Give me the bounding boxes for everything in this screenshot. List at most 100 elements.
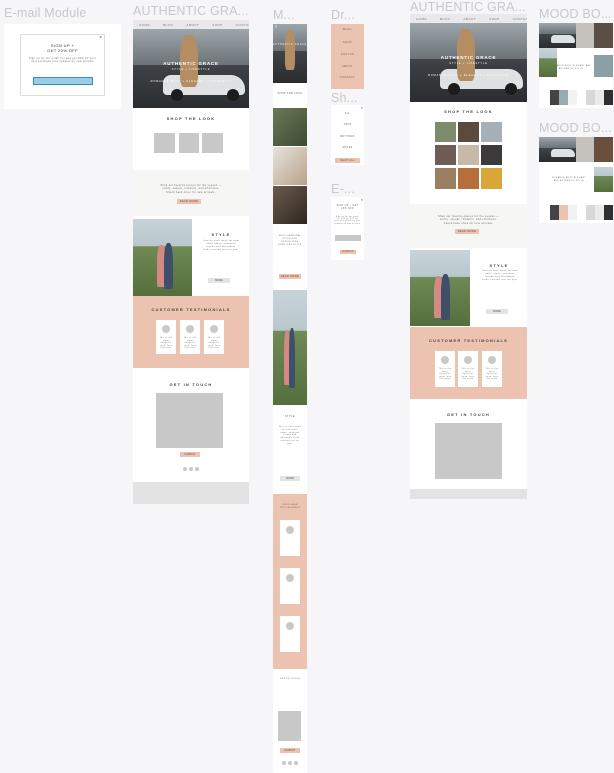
social-icon[interactable]: [282, 761, 286, 765]
popup-body: Sign up for our email list and get 20% o…: [28, 57, 97, 63]
shop-the-look-heading: SHOP THE LOOK: [444, 109, 493, 114]
mood-text-2: ROMANCE BUSY ELEGANT AND AUTHENTIC STYLE: [551, 177, 587, 182]
dropdown-item-about[interactable]: ABOUT: [342, 65, 353, 68]
shop-item[interactable]: ALL: [344, 112, 351, 115]
mobile-read-more-button[interactable]: READ MORE: [279, 274, 301, 279]
mobile-look-image[interactable]: [273, 108, 307, 146]
read-more-button[interactable]: READ MORE: [177, 199, 201, 204]
style-more-button[interactable]: MORE: [208, 278, 230, 283]
close-icon[interactable]: ×: [360, 197, 363, 202]
testimonial-card: This is the most beautiful shop, love th…: [482, 351, 502, 387]
mobile-submit-button[interactable]: SUBMIT: [280, 748, 300, 753]
frame-label-shop[interactable]: Sh...: [331, 91, 358, 105]
email-small-input[interactable]: [335, 235, 361, 241]
product-image[interactable]: [435, 122, 456, 142]
shop-all-button[interactable]: SHOP ALL: [335, 158, 360, 163]
social-icon[interactable]: [195, 467, 199, 471]
mobile-style-heading: STYLE: [284, 415, 296, 418]
email-module-frame: × SIGN UP + GET 20% OFF Sign up for our …: [4, 24, 121, 109]
top-nav: HOME BLOG ABOUT SHOP CONTACT ♥: [133, 20, 249, 29]
swatch: [550, 205, 559, 220]
popup-title-1: SIGN UP +: [50, 43, 75, 48]
hero-image: AUTHENTIC GRACE STYLE + LIFESTYLE ROMANC…: [133, 29, 249, 108]
frame-label-desktop-1[interactable]: AUTHENTIC GRA...: [133, 4, 249, 18]
product-image[interactable]: [481, 168, 502, 189]
mobile-shop-heading: SHOP THE LOOK: [277, 92, 303, 95]
shop-the-look-heading: SHOP THE LOOK: [166, 116, 216, 121]
couple-image: [133, 219, 192, 296]
swatch: [550, 90, 559, 105]
product-image[interactable]: [154, 133, 175, 153]
product-image[interactable]: [458, 145, 479, 165]
frame-label-desktop-2[interactable]: AUTHENTIC GRA...: [410, 0, 526, 14]
mobile-testimonials: CUSTOMER TESTIMONIALS: [273, 494, 307, 669]
product-image[interactable]: [202, 133, 223, 153]
shop-item[interactable]: BOTTOMS: [340, 135, 355, 138]
email-small-submit[interactable]: SUBMIT: [340, 250, 356, 254]
product-image[interactable]: [481, 145, 502, 165]
style-more-button[interactable]: MORE: [486, 309, 508, 314]
top-nav: HOME BLOG ABOUT SHOP CONTACT ♥: [410, 14, 527, 23]
mobile-look-image[interactable]: [273, 186, 307, 224]
product-image[interactable]: [458, 122, 479, 142]
style-heading: STYLE: [489, 263, 509, 268]
frame-label-mood-1[interactable]: MOOD BO...: [539, 7, 611, 21]
social-icon[interactable]: [189, 467, 193, 471]
social-icon[interactable]: [288, 761, 292, 765]
submit-button[interactable]: SUBMIT: [180, 452, 200, 457]
nav-about[interactable]: ABOUT: [186, 22, 200, 27]
email-small-frame: × SIGN UP + GET 20% OFF Sign up for our …: [331, 197, 364, 260]
swatch: [568, 205, 577, 220]
frame-label-mood-2[interactable]: MOOD BO...: [539, 121, 611, 135]
couple-image: [410, 250, 470, 326]
contact-map: [156, 393, 223, 448]
dropdown-menu: BLOG SHOP PHOTOS ABOUT CONTACT: [331, 24, 364, 89]
product-image[interactable]: [435, 168, 456, 189]
close-icon[interactable]: ×: [99, 35, 102, 41]
nav-contact[interactable]: CONTACT: [235, 22, 249, 27]
mobile-frame: AUTHENTIC GRACE ≡ SHOP THE LOOK SHOP SEA…: [273, 24, 307, 773]
product-image[interactable]: [481, 122, 502, 142]
footer: [133, 482, 249, 504]
nav-shop[interactable]: SHOP: [212, 22, 223, 27]
swatch: [559, 90, 568, 105]
testimonial-card: This is the most beautiful shop, love th…: [156, 320, 176, 354]
nav-home[interactable]: HOME: [139, 22, 150, 27]
menu-icon[interactable]: ≡: [275, 24, 278, 29]
hero-tagline: ROMANCE BUSY + ELEGANT + AUTHENTIC: [150, 80, 232, 83]
swatch: [559, 205, 568, 220]
mobile-hero: AUTHENTIC GRACE ≡: [273, 24, 307, 83]
frame-label-email-small[interactable]: E-...: [331, 182, 355, 196]
footer: [410, 489, 527, 499]
email-input[interactable]: [33, 77, 93, 85]
shop-menu: × ALL TOPS BOTTOMS SHOES SHOP ALL: [331, 105, 364, 165]
product-image[interactable]: [458, 168, 479, 189]
frame-label-email[interactable]: E-mail Module: [4, 6, 87, 20]
testimonial-card: [280, 568, 300, 604]
testimonial-card: This is the most beautiful shop, love th…: [435, 351, 455, 387]
dropdown-item-blog[interactable]: BLOG: [343, 28, 352, 31]
product-image[interactable]: [435, 145, 456, 165]
read-more-button[interactable]: READ MORE: [455, 229, 479, 234]
shop-item[interactable]: SHOES: [342, 146, 353, 149]
mood-text-1: ROMANCE BUSY ELEGANT AND AUTHENTIC STYLE: [550, 65, 592, 70]
dropdown-item-shop[interactable]: SHOP: [343, 41, 352, 44]
style-heading: STYLE: [211, 232, 231, 237]
frame-label-mobile[interactable]: M...: [273, 8, 295, 22]
nav-blog[interactable]: BLOG: [163, 22, 174, 27]
swatch: [595, 90, 604, 105]
mobile-style-button[interactable]: MORE: [280, 476, 300, 481]
social-icon[interactable]: [183, 467, 187, 471]
swatch: [604, 90, 613, 105]
social-icon[interactable]: [294, 761, 298, 765]
mobile-look-image[interactable]: [273, 147, 307, 185]
testimonials-section: CUSTOMER TESTIMONIALS This is the most b…: [410, 327, 527, 399]
contact-map: [435, 423, 502, 479]
dropdown-item-photos[interactable]: PHOTOS: [340, 53, 355, 56]
frame-label-dropdown[interactable]: Dr...: [331, 8, 355, 22]
shop-item[interactable]: TOPS: [343, 123, 352, 126]
mobile-map: [278, 711, 301, 741]
close-icon[interactable]: ×: [360, 105, 363, 110]
dropdown-item-contact[interactable]: CONTACT: [339, 76, 356, 79]
product-image[interactable]: [179, 133, 199, 153]
